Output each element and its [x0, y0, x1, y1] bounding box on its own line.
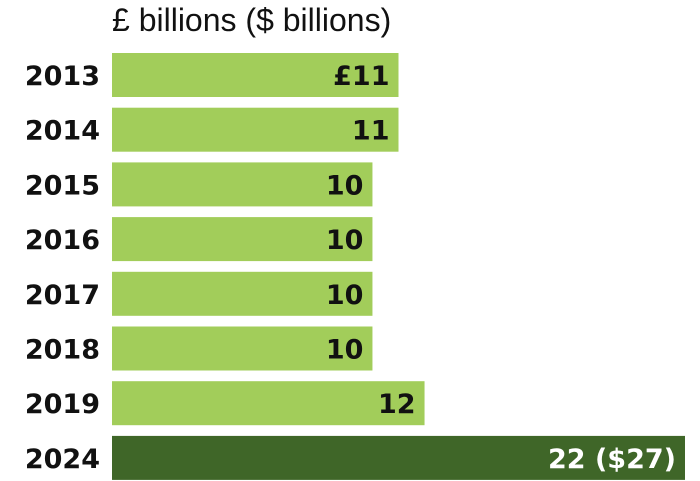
category-label: 2014	[25, 116, 100, 147]
bar-2014	[112, 107, 399, 152]
category-label: 2018	[25, 335, 100, 366]
data-label: 10	[326, 225, 364, 256]
bar-2013	[112, 53, 399, 97]
bar-2015	[112, 162, 373, 207]
data-label: 12	[378, 389, 416, 420]
data-label: £11	[333, 61, 389, 92]
bar-2024	[112, 435, 685, 480]
category-label: 2024	[25, 444, 100, 475]
category-label: 2013	[25, 61, 100, 92]
category-label: 2015	[25, 170, 100, 201]
category-label: 2019	[25, 389, 100, 420]
category-label: 2017	[25, 280, 100, 311]
data-label: 10	[326, 280, 364, 311]
data-label: 11	[352, 116, 390, 147]
bar-2016	[112, 217, 373, 262]
data-label: 10	[326, 170, 364, 201]
category-label: 2016	[25, 225, 100, 256]
bar-2017	[112, 271, 373, 316]
data-label: 22 ($27)	[548, 444, 676, 475]
bar-2018	[112, 326, 373, 371]
bar-2019	[112, 381, 425, 426]
chart-title: £ billions ($ billions)	[112, 2, 392, 38]
data-label: 10	[326, 335, 364, 366]
